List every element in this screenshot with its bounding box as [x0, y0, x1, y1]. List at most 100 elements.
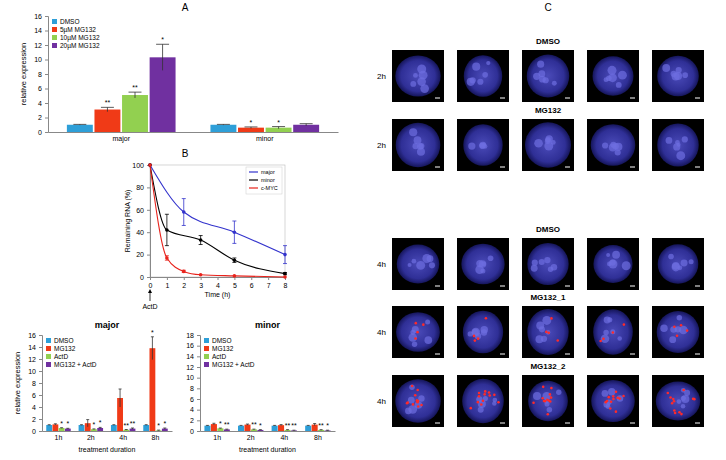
chromocenter	[416, 261, 425, 270]
row-title: MG132_1	[530, 293, 566, 302]
x-tick: 3	[199, 277, 203, 289]
focus	[469, 407, 472, 410]
x-axis: 012345678	[149, 277, 288, 289]
legend-label: DMSO	[212, 337, 232, 344]
error-cap	[232, 257, 236, 258]
nucleus	[593, 56, 634, 95]
y-tick-mark	[39, 347, 42, 348]
chromocenter	[479, 142, 486, 149]
micrograph	[522, 50, 574, 102]
chromocenter	[481, 326, 488, 333]
y-tick: 100	[132, 162, 150, 169]
y-tick-label: 18	[186, 332, 194, 339]
panel-label: B	[182, 148, 189, 159]
x-tick: minor	[256, 135, 274, 142]
chromocenter	[422, 254, 431, 263]
nucleus	[397, 244, 439, 283]
focus	[417, 400, 420, 403]
focus	[541, 397, 544, 400]
micrograph-bg	[457, 238, 509, 290]
chromocenter	[681, 260, 688, 267]
point	[283, 275, 287, 279]
scale-bar	[435, 286, 440, 287]
y-tick-mark	[39, 335, 42, 336]
chromocenter	[681, 396, 686, 401]
error-line	[81, 424, 82, 426]
significance-label: *	[259, 422, 262, 429]
error-cap	[129, 92, 142, 93]
error-bar	[283, 246, 287, 264]
x-tick-mark	[150, 277, 151, 280]
chromocenter	[467, 78, 475, 86]
y-tick-mark	[45, 89, 48, 90]
x-axis-line	[43, 431, 173, 432]
focus	[478, 392, 481, 395]
focus	[550, 387, 553, 390]
error-cap	[232, 262, 236, 263]
significance-label: **	[318, 422, 324, 429]
y-tick-label: 4	[32, 404, 36, 411]
focus	[417, 405, 420, 408]
y-tick: 2	[32, 416, 42, 423]
focus	[693, 398, 696, 401]
focus	[612, 398, 615, 401]
chromocenter	[472, 63, 480, 71]
y-axis-title: relative expression	[13, 352, 22, 415]
x-tick: 4h	[280, 434, 288, 441]
line-chart: 020406080100012345678majorminorc-MYCActD…	[124, 162, 288, 310]
focus	[610, 401, 613, 404]
bar	[204, 426, 210, 431]
bar	[272, 426, 278, 431]
chromocenter	[548, 267, 553, 272]
bar	[156, 430, 162, 431]
focus	[612, 331, 615, 334]
micrograph	[587, 375, 639, 427]
bar	[238, 128, 264, 132]
error-cap	[219, 428, 222, 429]
error-cap	[212, 423, 215, 424]
error-bar	[66, 428, 69, 430]
error-cap	[199, 244, 203, 245]
y-tick-mark	[147, 232, 150, 233]
legend: DMSO5µM MG13210µM MG13220µM MG132	[52, 18, 100, 50]
y-tick-mark	[39, 419, 42, 420]
focus	[406, 402, 409, 405]
micrograph-bg	[522, 50, 574, 102]
micrograph-bg	[587, 306, 639, 358]
error-cap	[283, 263, 287, 264]
x-tick: 6	[250, 277, 254, 289]
micrograph	[457, 238, 509, 290]
significance-label: *	[99, 419, 102, 426]
error-cap	[182, 225, 186, 226]
focus	[550, 396, 553, 399]
y-tick: 4	[38, 100, 48, 107]
micrograph	[522, 119, 574, 171]
figure: 0246810121416majorminor*******DMSO5µM MG…	[0, 0, 726, 460]
legend-label: 20µM MG132	[60, 42, 100, 50]
micrograph	[457, 306, 509, 358]
chromocenter	[543, 77, 549, 83]
nucleus	[464, 55, 502, 97]
nucleus	[396, 123, 441, 168]
y-tick: 2	[190, 417, 200, 424]
error-cap	[217, 124, 230, 125]
bar	[257, 430, 263, 431]
legend-swatch	[46, 338, 51, 343]
micrograph-bg	[392, 50, 444, 102]
row-title: MG132_2	[530, 362, 566, 371]
focus	[532, 401, 535, 404]
x-tick-mark	[218, 277, 219, 280]
significance-label: *	[219, 420, 222, 427]
legend: DMSOMG132ActDMG132 + ActD	[46, 337, 97, 368]
error-bar	[206, 425, 209, 427]
x-tick-label: 4h	[119, 434, 127, 441]
y-tick: 12	[28, 356, 42, 363]
focus	[416, 399, 419, 402]
chromocenter	[532, 260, 538, 266]
y-tick-mark	[45, 31, 48, 32]
significance-label: *	[157, 422, 160, 429]
y-tick: 2	[38, 114, 48, 121]
chromocenter	[486, 61, 490, 65]
y-tick-label: 0	[38, 129, 42, 136]
chromocenter	[602, 390, 609, 397]
